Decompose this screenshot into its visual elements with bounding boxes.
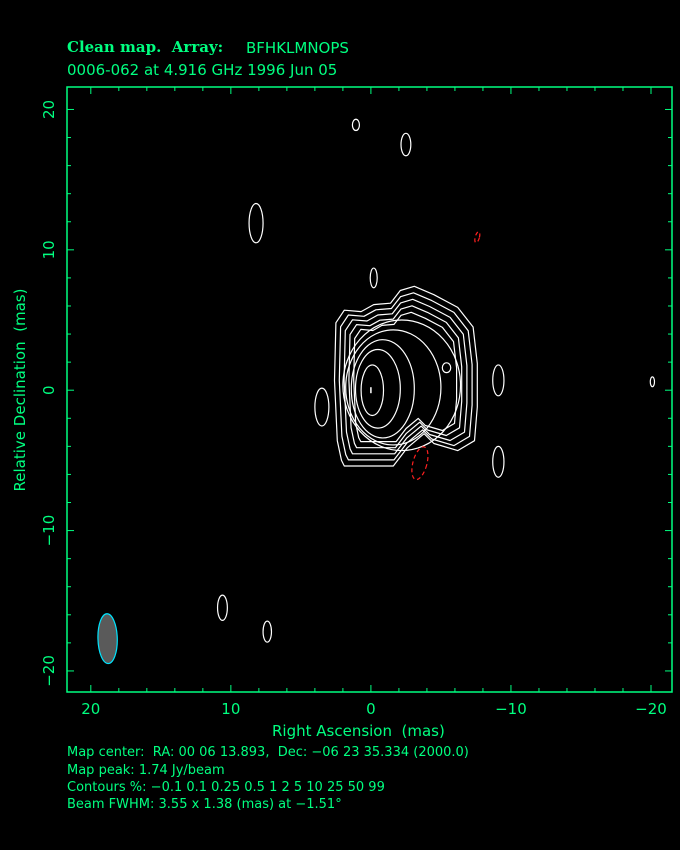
contour-island: [400, 132, 412, 157]
plot-frame: [66, 86, 673, 693]
x-axis-label: Right Ascension (mas): [272, 722, 445, 740]
contour-island: [441, 362, 452, 374]
x-tick-label: −10: [495, 700, 527, 718]
contour-island: [649, 376, 656, 388]
contour-line: [353, 311, 458, 443]
contour-island: [351, 118, 361, 132]
beam-ellipse: [97, 613, 118, 665]
contour-line: [345, 329, 442, 446]
contour-line: [354, 348, 401, 429]
subtitle: 0006-062 at 4.916 GHz 1996 Jun 05: [67, 61, 338, 79]
y-tick-label: 0: [40, 385, 58, 395]
contour-island: [369, 267, 378, 289]
negative-contour: [474, 231, 481, 244]
contour-island: [492, 445, 505, 478]
y-tick-label: 20: [40, 100, 58, 119]
x-tick-label: 10: [221, 700, 240, 718]
contour-line: [342, 319, 462, 452]
contour-island: [262, 620, 273, 643]
title-array: BFHKLMNOPS: [246, 39, 349, 57]
negative-contour: [411, 446, 429, 481]
title-bold: Clean map. Array:: [67, 38, 224, 56]
footer-contours: Contours %: −0.1 0.1 0.25 0.5 1 2 5 10 2…: [67, 780, 385, 795]
footer-map-center: Map center: RA: 00 06 13.893, Dec: −06 2…: [67, 745, 469, 760]
x-tick-label: 0: [366, 700, 376, 718]
y-tick-label: −20: [40, 655, 58, 687]
x-tick-label: −20: [635, 700, 667, 718]
contour-line: [360, 364, 385, 417]
contour-line: [338, 292, 473, 461]
contour-line: [350, 339, 415, 439]
contour-island: [314, 387, 330, 427]
contour-line: [343, 298, 468, 455]
x-tick-label: 20: [81, 700, 100, 718]
y-axis-label: Relative Declination (mas): [11, 288, 29, 492]
contour-line: [348, 305, 463, 449]
y-tick-label: 10: [40, 240, 58, 259]
contour-island: [492, 364, 505, 397]
contour-island: [248, 202, 264, 244]
footer-map-peak: Map peak: 1.74 Jy/beam: [67, 763, 225, 778]
y-tick-label: −10: [40, 515, 58, 547]
footer-beam: Beam FWHM: 3.55 x 1.38 (mas) at −1.51°: [67, 797, 342, 812]
contour-island: [216, 594, 228, 622]
